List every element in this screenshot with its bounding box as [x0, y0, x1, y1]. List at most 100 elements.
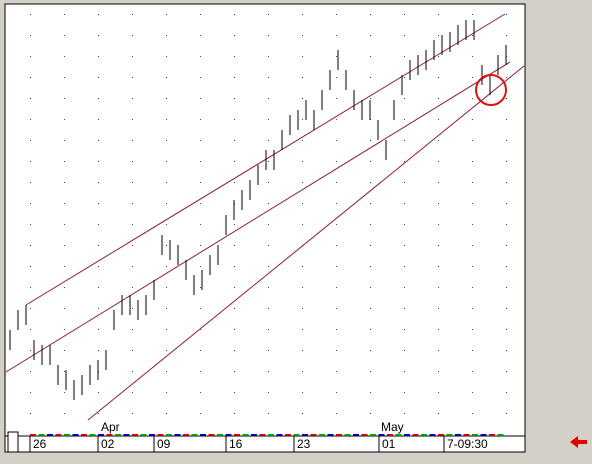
grid-dot [234, 182, 235, 183]
grid-dot [302, 14, 303, 15]
session-strip [327, 434, 334, 436]
grid-dot [64, 371, 65, 372]
grid-dot [268, 77, 269, 78]
grid-dot [268, 203, 269, 204]
grid-dot [30, 329, 31, 330]
session-strip [480, 434, 487, 436]
grid-dot [200, 308, 201, 309]
grid-dot [438, 14, 439, 15]
grid-dot [370, 308, 371, 309]
grid-dot [132, 245, 133, 246]
grid-dot [336, 203, 337, 204]
grid-dot [472, 56, 473, 57]
session-strip [140, 434, 147, 436]
grid-dot [336, 287, 337, 288]
grid-dot [234, 308, 235, 309]
grid-dot [234, 119, 235, 120]
grid-dot [336, 35, 337, 36]
grid-dot [404, 245, 405, 246]
session-strip [64, 434, 70, 436]
session-strip [157, 434, 164, 436]
grid-dot [132, 350, 133, 351]
grid-dot [234, 329, 235, 330]
grid-dot [166, 14, 167, 15]
grid-dot [200, 203, 201, 204]
grid-dot [98, 98, 99, 99]
session-strip [336, 434, 342, 436]
grid-dot [370, 371, 371, 372]
grid-dot [370, 392, 371, 393]
grid-dot [98, 119, 99, 120]
grid-dot [98, 35, 99, 36]
grid-dot [506, 119, 507, 120]
grid-dot [336, 98, 337, 99]
grid-dot [98, 308, 99, 309]
grid-dot [336, 413, 337, 414]
grid-dot [268, 98, 269, 99]
grid-dot [64, 56, 65, 57]
grid-dot [370, 98, 371, 99]
grid-dot [30, 140, 31, 141]
grid-dot [336, 182, 337, 183]
grid-dot [336, 119, 337, 120]
session-strip [55, 434, 62, 436]
grid-dot [506, 35, 507, 36]
session-strip [472, 434, 478, 436]
grid-dot [404, 14, 405, 15]
grid-dot [404, 266, 405, 267]
session-strip [225, 434, 232, 436]
grid-dot [268, 371, 269, 372]
grid-dot [438, 98, 439, 99]
grid-dot [64, 287, 65, 288]
grid-dot [336, 329, 337, 330]
grid-dot [404, 77, 405, 78]
grid-dot [166, 56, 167, 57]
session-strip [285, 434, 291, 436]
grid-dot [472, 413, 473, 414]
session-strip [370, 434, 376, 436]
session-strip [276, 434, 283, 436]
grid-dot [438, 413, 439, 414]
grid-dot [200, 14, 201, 15]
session-strip [166, 434, 172, 436]
grid-dot [200, 392, 201, 393]
grid-dot [506, 308, 507, 309]
grid-dot [472, 35, 473, 36]
session-strip [489, 434, 495, 436]
grid-dot [506, 77, 507, 78]
grid-dot [132, 182, 133, 183]
grid-dot [200, 77, 201, 78]
grid-dot [64, 350, 65, 351]
grid-dot [64, 35, 65, 36]
grid-dot [98, 224, 99, 225]
scroll-box[interactable] [7, 431, 19, 453]
grid-dot [234, 140, 235, 141]
nav-arrow[interactable] [570, 436, 587, 448]
grid-dot [166, 350, 167, 351]
grid-dot [506, 245, 507, 246]
grid-dot [472, 350, 473, 351]
grid-dot [268, 161, 269, 162]
session-strip [251, 434, 257, 436]
grid-dot [132, 392, 133, 393]
grid-dot [30, 371, 31, 372]
grid-dot [404, 161, 405, 162]
grid-dot [268, 392, 269, 393]
session-strip [310, 434, 317, 436]
grid-dot [472, 329, 473, 330]
x-tick-label: 02 [101, 437, 115, 451]
grid-dot [234, 98, 235, 99]
session-strip [302, 434, 308, 436]
grid-dot [64, 329, 65, 330]
grid-dot [506, 182, 507, 183]
grid-dot [30, 35, 31, 36]
grid-dot [438, 350, 439, 351]
session-strip [72, 434, 79, 436]
grid-dot [268, 266, 269, 267]
grid-dot [234, 35, 235, 36]
session-strip [174, 434, 181, 436]
grid-dot [234, 14, 235, 15]
grid-dot [268, 14, 269, 15]
grid-dot [302, 161, 303, 162]
session-strip [30, 434, 36, 436]
